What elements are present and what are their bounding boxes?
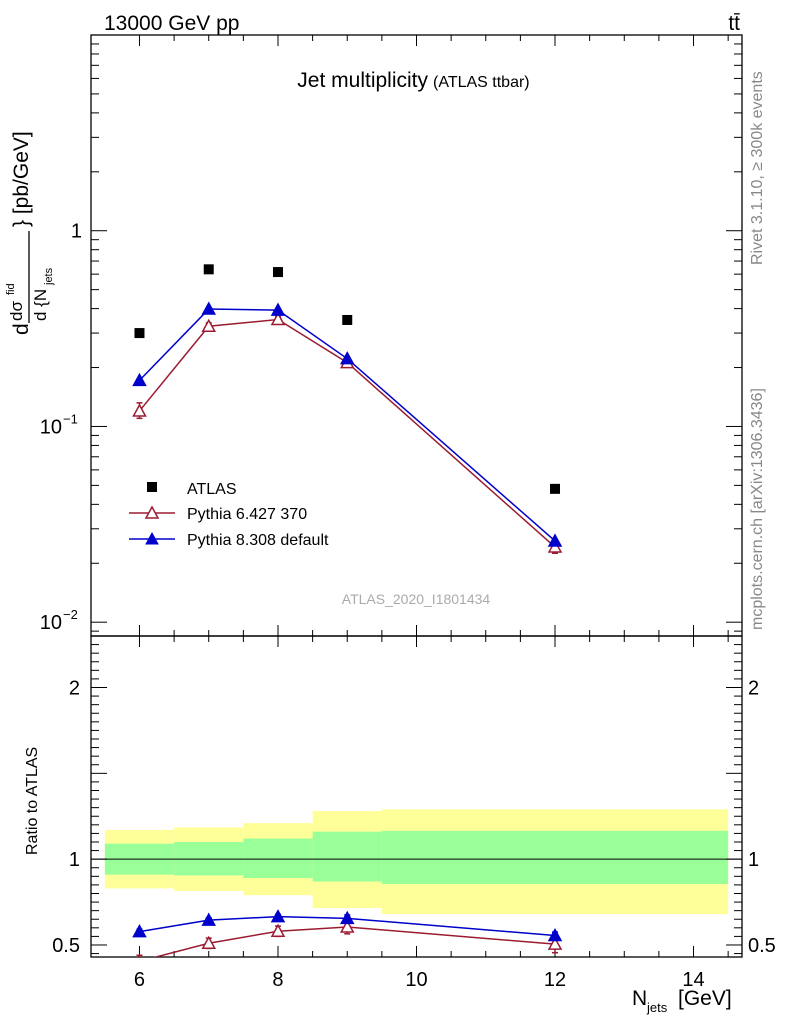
x-tick-label: 10	[405, 969, 427, 991]
main-y-tick-label: 10	[40, 612, 62, 634]
main-y-axis-label: d dσ fid d {N jets } [pb/GeV]	[5, 131, 55, 335]
main-y-tick-label: 10	[40, 416, 62, 438]
pythia8-main-point-3	[339, 351, 355, 365]
rivet-version-label: Rivet 3.1.10, ≥ 300k events	[749, 71, 766, 265]
legend-pythia8-marker	[145, 531, 159, 545]
main-plot-axes: 110−110−2	[40, 34, 743, 637]
pythia6-main-point-1	[201, 318, 216, 333]
mcplots-label: mcplots.cern.ch [arXiv:1306.3436]	[749, 388, 766, 630]
legend-pythia6-marker	[144, 505, 160, 519]
pythia8-main-point-2	[270, 302, 286, 316]
svg-text:jets: jets	[43, 267, 55, 286]
pythia8-ratio-point-2	[270, 909, 286, 923]
atlas-data-point-1	[203, 264, 214, 275]
main-y-tick-exponent: −1	[63, 411, 78, 426]
pythia6-ratio-point-0	[137, 953, 142, 957]
pythia6-ratio-point-4	[547, 936, 563, 950]
pythia6-main-point-0	[132, 403, 147, 417]
ratio-band-green-2	[243, 838, 313, 879]
pythia8-main-point-1	[201, 301, 216, 315]
pythia8-main-point-4	[547, 533, 563, 547]
plot-title: Jet multiplicity	[297, 69, 428, 92]
atlas-data-point-2	[272, 267, 283, 278]
legend-atlas-marker	[147, 482, 157, 492]
ratio-y-tick-label: 0.5	[52, 935, 80, 957]
x-tick-label: 6	[134, 969, 145, 991]
legend: ATLAS Pythia 6.427 370 Pythia 8.308 defa…	[129, 481, 329, 549]
pythia8-ratio-point-4	[547, 927, 563, 942]
process-label: tt̄	[728, 12, 740, 35]
energy-label: 13000 GeV pp	[104, 12, 239, 35]
ratio-y-tick-label-right: 0.5	[748, 935, 776, 957]
ratio-y-tick-label-right: 2	[748, 677, 759, 699]
svg-text:d {N: d {N	[31, 289, 50, 321]
legend-entry-pythia8: Pythia 8.308 default	[129, 531, 329, 549]
svg-text:N: N	[632, 987, 647, 1010]
legend-pythia6-label: Pythia 6.427 370	[187, 506, 307, 523]
ratio-y-tick-label: 1	[69, 849, 80, 871]
ratio-y-axis-label: Ratio to ATLAS	[24, 747, 41, 855]
atlas-data-point-0	[134, 328, 145, 339]
svg-text:[GeV]: [GeV]	[678, 987, 732, 1010]
pythia6-ratio-point-1	[201, 935, 216, 950]
main-y-tick-exponent: −2	[63, 607, 78, 622]
pythia6-main-point-2	[270, 311, 286, 326]
ratio-plot-series	[132, 909, 563, 957]
svg-text:d: d	[10, 323, 33, 335]
svg-text:} [pb/GeV]: } [pb/GeV]	[10, 131, 33, 227]
pythia8-ratio-point-1	[201, 912, 216, 926]
legend-entry-atlas: ATLAS	[147, 481, 237, 498]
svg-text:dσ: dσ	[7, 301, 26, 321]
svg-text:fid: fid	[5, 283, 17, 295]
x-tick-label: 8	[272, 969, 283, 991]
ratio-series-clipped	[132, 909, 563, 957]
pythia8-main-point-0	[132, 372, 147, 387]
analysis-watermark: ATLAS_2020_I1801434	[342, 591, 491, 607]
atlas-data-point-3	[342, 314, 353, 325]
x-tick-label: 12	[544, 969, 566, 991]
ratio-plot-axes: 6 8 10 12 140.5 0.51 12 2	[52, 635, 776, 991]
legend-entry-pythia6: Pythia 6.427 370	[129, 505, 307, 523]
legend-atlas-label: ATLAS	[187, 481, 237, 498]
x-tick-label: 14	[682, 969, 704, 991]
ratio-uncertainty-bands	[104, 809, 729, 915]
svg-text:jets: jets	[646, 1000, 668, 1015]
pythia6-ratio-point-2	[270, 923, 286, 938]
atlas-data-point-4	[550, 483, 561, 494]
ratio-y-tick-label-right: 1	[748, 849, 759, 871]
pythia8-ratio-point-0	[132, 924, 147, 938]
pythia6-ratio-point-3	[339, 919, 355, 933]
plot-subtitle: (ATLAS ttbar)	[433, 74, 530, 91]
pythia8-ratio-point-3	[339, 910, 355, 925]
x-axis-label: N jets [GeV]	[632, 987, 732, 1015]
ratio-band-green-3	[312, 831, 382, 882]
main-plot-series	[132, 264, 563, 555]
main-y-tick-label: 1	[71, 221, 82, 243]
ratio-y-tick-label: 2	[69, 677, 80, 699]
ratio-band-green-4	[381, 830, 729, 885]
legend-pythia8-label: Pythia 8.308 default	[187, 532, 329, 549]
